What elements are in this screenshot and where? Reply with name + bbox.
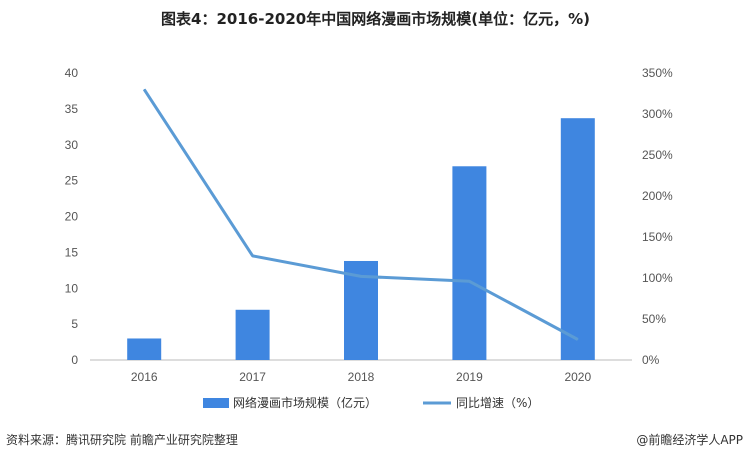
right-tick-label-7: 350% <box>642 66 673 80</box>
legend-label-bar: 网络漫画市场规模（亿元） <box>233 395 377 410</box>
legend: 网络漫画市场规模（亿元） 同比增速（%） <box>203 395 539 410</box>
x-tick-label-2016: 2016 <box>131 370 158 384</box>
growth-point-2016 <box>143 88 145 90</box>
left-tick-label-0: 0 <box>71 353 78 367</box>
legend-label-line: 同比增速（%） <box>456 396 539 410</box>
left-tick-label-5: 25 <box>65 174 79 188</box>
x-axis: 2016 2017 2018 2019 2020 <box>131 370 592 384</box>
bar-2019 <box>452 166 487 360</box>
chart-title: 图表4：2016-2020年中国网络漫画市场规模(单位：亿元，%) <box>161 10 590 28</box>
source-note: 资料来源：腾讯研究院 前瞻产业研究院整理 <box>6 433 238 447</box>
growth-point-2020 <box>577 339 579 340</box>
x-tick-label-2018: 2018 <box>348 370 375 384</box>
bar-2016 <box>127 338 162 360</box>
right-tick-label-4: 200% <box>642 189 673 203</box>
left-tick-label-2: 10 <box>65 281 79 295</box>
right-tick-label-1: 50% <box>642 312 666 326</box>
growth-point-2018 <box>360 275 362 277</box>
left-axis: 0 5 10 15 20 25 30 35 40 <box>65 66 79 367</box>
right-tick-label-6: 300% <box>642 107 673 121</box>
left-tick-label-3: 15 <box>65 245 79 259</box>
growth-point-2019 <box>468 280 470 282</box>
brand-credit: @前瞻经济学人APP <box>636 433 743 447</box>
right-axis: 0% 50% 100% 150% 200% 250% 300% 350% <box>642 66 673 367</box>
bar-2017 <box>235 309 270 360</box>
bar-2020 <box>560 118 595 360</box>
x-tick-label-2017: 2017 <box>239 370 266 384</box>
right-tick-label-0: 0% <box>642 353 660 367</box>
left-tick-label-7: 35 <box>65 102 79 116</box>
legend-swatch-bar <box>203 398 229 408</box>
bar-series <box>127 118 595 360</box>
left-tick-label-1: 5 <box>71 317 78 331</box>
left-tick-label-4: 20 <box>65 210 79 224</box>
x-tick-label-2019: 2019 <box>456 370 483 384</box>
right-tick-label-3: 150% <box>642 230 673 244</box>
left-tick-label-8: 40 <box>65 66 79 80</box>
growth-point-2017 <box>252 255 254 257</box>
left-tick-label-6: 30 <box>65 138 79 152</box>
x-tick-label-2020: 2020 <box>564 370 591 384</box>
right-tick-label-2: 100% <box>642 271 673 285</box>
line-series <box>142 88 579 341</box>
right-tick-label-5: 250% <box>642 148 673 162</box>
